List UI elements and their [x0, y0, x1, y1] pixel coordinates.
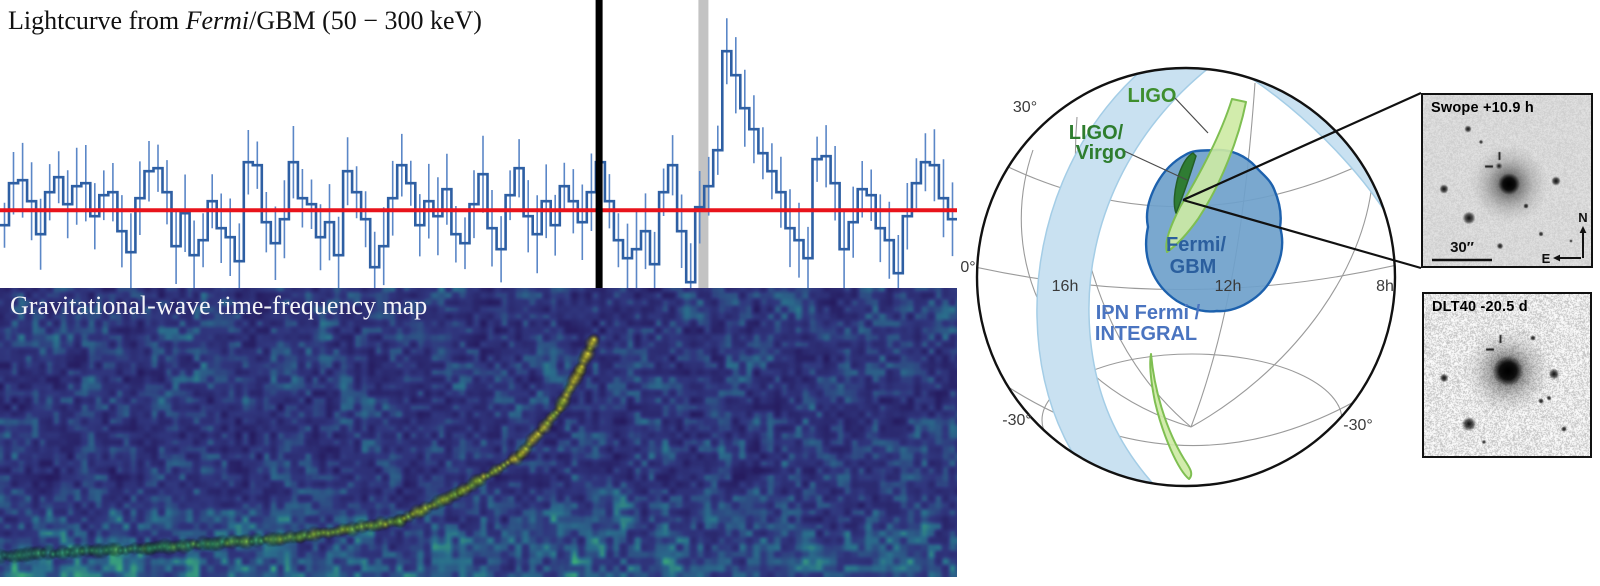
dec-m30-right-label: -30°: [1343, 417, 1373, 434]
swope-title: Swope +10.9 h: [1431, 100, 1534, 116]
fermi-gbm-label-line2: GBM: [1170, 256, 1217, 278]
ipn-label-line1: IPN Fermi /: [1096, 302, 1201, 324]
lightcurve-title-prefix: Lightcurve from: [8, 6, 186, 35]
dec-m30-left-label: -30°: [1002, 412, 1032, 429]
ipn-label-line2: INTEGRAL: [1095, 323, 1197, 345]
sky-localization-map: LIGO LIGO/ Virgo Fermi/ GBM IPN Fermi / …: [960, 66, 1422, 488]
lightcurve-title: Lightcurve from Fermi/GBM (50 − 300 keV): [8, 6, 482, 36]
lightcurve-error-bars: [3, 18, 954, 288]
spectrogram-title: Gravitational-wave time-frequency map: [10, 291, 428, 320]
ligo-leader-line: [1174, 97, 1209, 134]
ligo-virgo-leader-line: [1121, 149, 1188, 181]
gw-merger-line: [595, 0, 603, 288]
zoom-pointer-lines: [1182, 91, 1422, 270]
grb-trigger-band: [698, 0, 709, 288]
dec-0-label: 0°: [960, 259, 975, 276]
compass: [1553, 226, 1587, 262]
inset-dlt40: DLT40 -20.5 d: [1422, 292, 1592, 458]
gw-spectrogram-canvas: [0, 288, 957, 577]
scale-bar-label: 30″: [1450, 239, 1474, 256]
sphere-outline: [975, 66, 1397, 488]
inset-swope: Swope +10.9 h 30″ N E: [1421, 93, 1593, 268]
lightcurve-title-suffix: /GBM (50 − 300 keV): [249, 6, 482, 35]
ligo-virgo-label-line1: LIGO/: [1069, 122, 1124, 144]
swope-annotations: 30″ N E: [1432, 210, 1588, 266]
gbm-lightcurve-plot: [0, 0, 957, 288]
fermi-gbm-label-line1: Fermi/: [1166, 234, 1226, 256]
ra-12h-label: 12h: [1215, 278, 1242, 295]
ligo-south-lobe-region: [1149, 353, 1193, 480]
lightcurve-title-fermi: Fermi: [185, 6, 250, 35]
compass-north-label: N: [1578, 210, 1587, 225]
dlt40-title: DLT40 -20.5 d: [1432, 299, 1528, 315]
dec-30-label: 30°: [1013, 99, 1037, 116]
lightcurve-series: [0, 49, 957, 284]
ra-16h-label: 16h: [1052, 278, 1079, 295]
ligo-virgo-region: [1173, 152, 1197, 214]
compass-east-label: E: [1542, 251, 1551, 266]
dlt40-image: [1424, 294, 1590, 456]
ra-8h-label: 8h: [1376, 278, 1394, 295]
swope-image: [1423, 95, 1591, 266]
ligo-label: LIGO: [1128, 85, 1177, 107]
ligo-virgo-label-line2: Virgo: [1076, 142, 1127, 164]
ligo-region: [1165, 98, 1247, 253]
